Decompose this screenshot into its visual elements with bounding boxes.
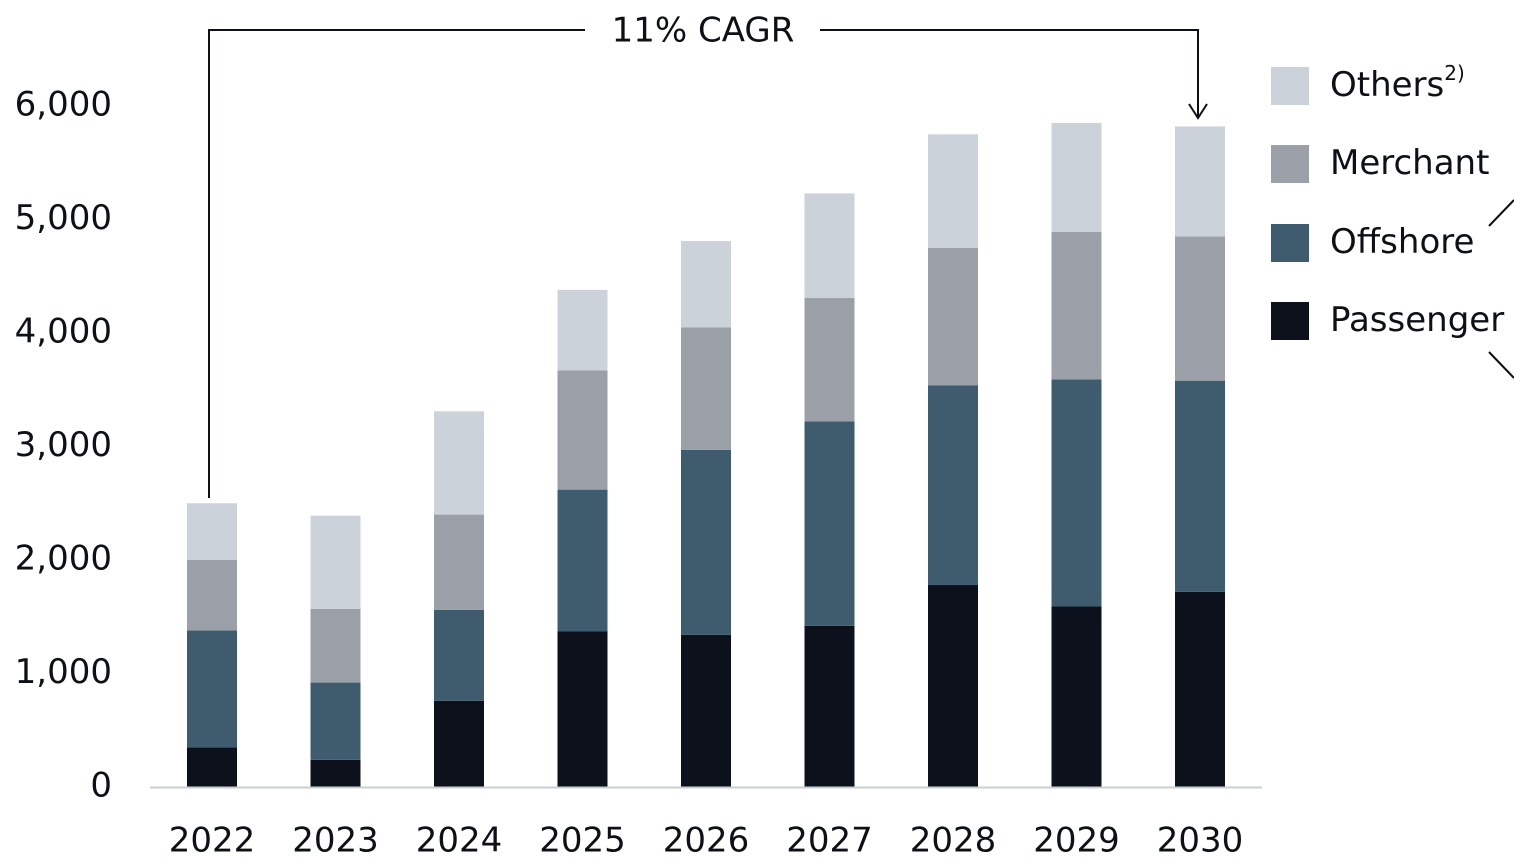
bar-merchant-2023 bbox=[310, 608, 361, 683]
y-tick-label: 0 bbox=[90, 766, 112, 806]
bar-passenger-2027 bbox=[804, 625, 855, 787]
bar-offshore-2025 bbox=[557, 489, 608, 632]
bar-offshore-2030 bbox=[1175, 380, 1225, 592]
legend-label-merchant: Merchant bbox=[1330, 143, 1489, 183]
bar-merchant-2024 bbox=[434, 514, 484, 610]
bar-others-2029 bbox=[1051, 123, 1102, 232]
bar-others-2023 bbox=[310, 515, 361, 609]
bar-others-2022 bbox=[187, 503, 237, 560]
bar-passenger-2026 bbox=[681, 634, 731, 787]
bar-passenger-2022 bbox=[187, 747, 237, 787]
bar-others-2025 bbox=[557, 289, 608, 371]
bar-others-2027 bbox=[804, 193, 855, 298]
cagr-label: 11% CAGR bbox=[612, 11, 795, 51]
cagr-annotation: 11% CAGR bbox=[208, 11, 1208, 498]
bar-merchant-2022 bbox=[187, 560, 237, 631]
bar-others-2024 bbox=[434, 411, 484, 515]
bar-offshore-2023 bbox=[310, 682, 361, 760]
bar-passenger-2028 bbox=[928, 584, 978, 787]
connector-line-lower bbox=[1488, 351, 1514, 379]
legend-label-offshore: Offshore bbox=[1330, 222, 1474, 262]
bar-offshore-2027 bbox=[804, 421, 855, 626]
bar-merchant-2027 bbox=[804, 297, 855, 422]
bar-others-2026 bbox=[681, 241, 731, 328]
x-tick-label: 2030 bbox=[1157, 821, 1244, 859]
legend-label-passenger: Passenger bbox=[1330, 300, 1504, 340]
legend-label-others: Others2) bbox=[1330, 61, 1465, 105]
x-tick-label: 2026 bbox=[663, 821, 750, 859]
x-tick-label: 2022 bbox=[169, 821, 256, 859]
y-tick-label: 5,000 bbox=[15, 198, 112, 238]
y-tick-label: 3,000 bbox=[15, 425, 112, 465]
x-tick-label: 2029 bbox=[1033, 821, 1120, 859]
bar-merchant-2026 bbox=[681, 327, 731, 450]
legend-swatch-merchant bbox=[1271, 145, 1309, 183]
bar-passenger-2023 bbox=[310, 759, 361, 787]
y-tick-label: 2,000 bbox=[15, 539, 112, 579]
cagr-bracket-right bbox=[820, 29, 1199, 116]
bar-passenger-2024 bbox=[434, 700, 484, 787]
legend-swatch-others bbox=[1271, 67, 1309, 105]
axes-group: 0 1,000 2,000 3,000 4,000 5,000 6,000 2022 2023 2… bbox=[15, 85, 1262, 861]
y-tick-label: 4,000 bbox=[15, 312, 112, 352]
y-tick-label: 1,000 bbox=[15, 652, 112, 692]
legend-swatch-offshore bbox=[1271, 224, 1309, 262]
x-tick-label: 2028 bbox=[910, 821, 997, 859]
bar-offshore-2022 bbox=[187, 630, 237, 748]
y-tick-label: 6,000 bbox=[15, 85, 112, 125]
bar-offshore-2026 bbox=[681, 449, 731, 635]
bar-merchant-2028 bbox=[928, 247, 978, 386]
legend: Others2) Merchant Offshore Passenger bbox=[1271, 61, 1514, 379]
cagr-arrowhead bbox=[1188, 103, 1208, 120]
x-tick-label: 2025 bbox=[539, 821, 626, 859]
bar-merchant-2029 bbox=[1051, 231, 1102, 380]
bar-others-2030 bbox=[1175, 126, 1225, 237]
bar-merchant-2030 bbox=[1175, 236, 1225, 381]
bar-others-2028 bbox=[928, 134, 978, 248]
bar-offshore-2029 bbox=[1051, 379, 1102, 607]
bar-offshore-2028 bbox=[928, 385, 978, 585]
x-tick-label: 2024 bbox=[416, 821, 503, 859]
bar-passenger-2030 bbox=[1175, 591, 1225, 787]
legend-swatch-passenger bbox=[1271, 302, 1309, 340]
legend-footnote-marker: 2) bbox=[1444, 61, 1465, 85]
cagr-bracket-left bbox=[208, 29, 585, 498]
connector-line-upper bbox=[1488, 199, 1514, 227]
bar-passenger-2025 bbox=[557, 631, 608, 787]
bar-merchant-2025 bbox=[557, 370, 608, 490]
bar-passenger-2029 bbox=[1051, 606, 1102, 787]
bar-offshore-2024 bbox=[434, 609, 484, 701]
bars-group bbox=[187, 123, 1225, 787]
x-tick-label: 2023 bbox=[292, 821, 379, 859]
x-tick-label: 2027 bbox=[786, 821, 873, 859]
